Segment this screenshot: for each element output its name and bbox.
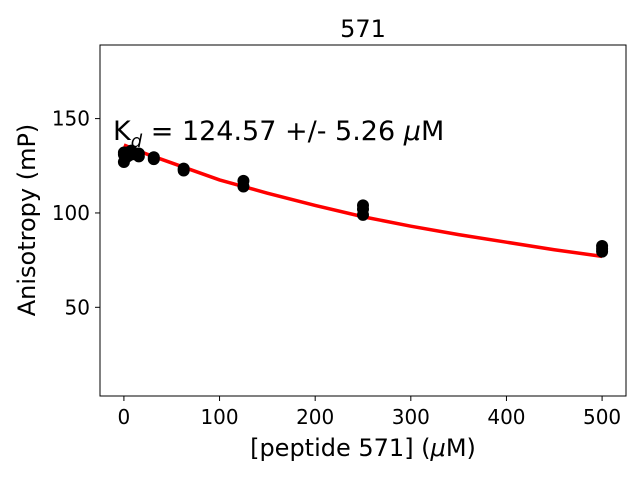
data-points-layer <box>117 144 609 258</box>
y-tick-label: 50 <box>65 295 90 319</box>
fit-curve-layer <box>123 143 603 259</box>
fit-curve <box>123 143 603 259</box>
x-tick-label: 200 <box>296 405 334 429</box>
data-point <box>596 239 609 252</box>
data-point <box>177 162 190 175</box>
x-tick-label: 0 <box>118 405 131 429</box>
x-tick-label: 300 <box>392 405 430 429</box>
kd-annotation: Kd = 124.57 +/- 5.26 μM <box>113 116 444 152</box>
x-tick-label: 500 <box>583 405 621 429</box>
data-point <box>132 147 145 160</box>
data-point <box>357 199 369 212</box>
plot-frame <box>99 44 627 397</box>
data-point <box>237 174 250 187</box>
chart-title: 571 <box>340 15 386 43</box>
y-ticks: 50 100 150 <box>52 107 100 319</box>
data-point <box>147 151 160 164</box>
y-axis-label: Anisotropy (mP) <box>13 124 41 317</box>
y-tick-label: 100 <box>52 201 90 225</box>
x-tick-label: 400 <box>487 405 525 429</box>
x-axis-label: [peptide 571] (μM) <box>250 434 476 462</box>
x-tick-label: 100 <box>200 405 238 429</box>
x-ticks: 0 100 200 300 400 500 <box>118 396 621 429</box>
y-tick-label: 150 <box>52 107 90 131</box>
